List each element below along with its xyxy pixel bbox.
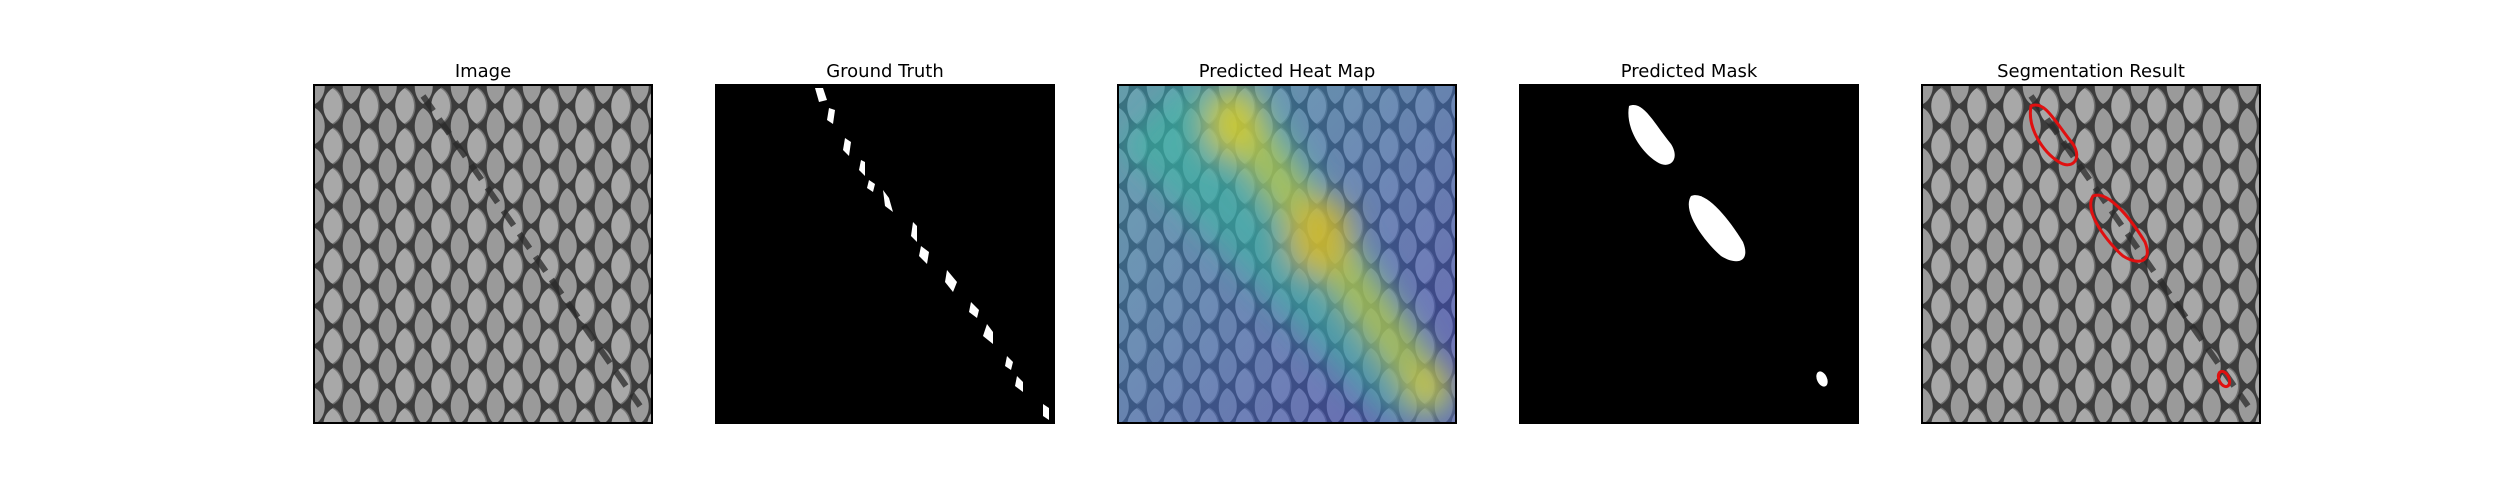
panel-title: Ground Truth [826,61,944,82]
predicted-mask [1521,86,1857,422]
mask-frame [1519,84,1859,424]
segmentation-overlay [1923,86,2259,422]
panel-title: Predicted Mask [1620,61,1758,82]
panel-title: Predicted Heat Map [1198,61,1376,82]
ground-truth-mask [717,86,1053,422]
ground-truth-frame [715,84,1055,424]
texture-image [315,86,651,422]
panel-title: Image [454,61,512,82]
segmentation-frame [1921,84,2261,424]
image-frame [313,84,653,424]
heat-map [1119,86,1455,422]
panel-title: Segmentation Result [1997,61,2185,82]
heat-map-frame [1117,84,1457,424]
